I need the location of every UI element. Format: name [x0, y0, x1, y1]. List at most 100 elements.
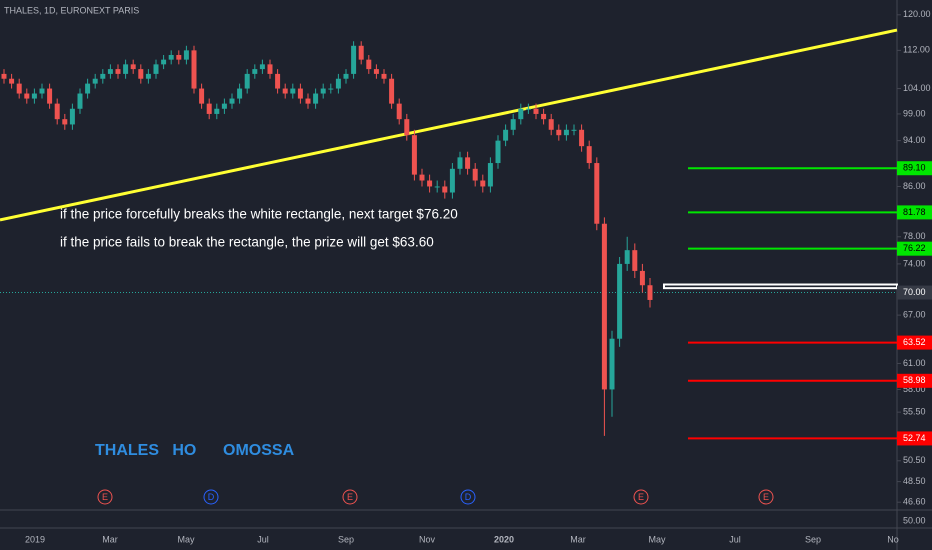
event-marker — [203, 489, 219, 505]
candle-body — [373, 69, 379, 74]
candle-body — [480, 180, 486, 187]
event-marker — [633, 489, 649, 505]
candle-body — [275, 73, 281, 89]
level-label: 81.78 — [903, 207, 926, 217]
candle-body — [69, 108, 75, 125]
candle-body — [176, 54, 182, 60]
candle-body — [123, 64, 129, 74]
candle-body — [518, 108, 524, 120]
candle-body — [54, 103, 60, 120]
candle-body — [138, 69, 144, 79]
candle-body — [77, 93, 83, 109]
y-tick-label: 50.50 — [903, 455, 926, 465]
event-marker — [460, 489, 476, 505]
level-label: 58.98 — [903, 375, 926, 385]
chart-title: THALES, 1D, EURONEXT PARIS — [4, 5, 139, 15]
candle-body — [206, 103, 212, 114]
candle-body — [541, 113, 547, 120]
candle-body — [510, 119, 516, 130]
candle-body — [92, 78, 98, 84]
x-tick-label: 2020 — [494, 534, 514, 544]
candle-body — [313, 93, 319, 104]
candle-body — [617, 263, 623, 339]
level-label: 52.74 — [903, 433, 926, 443]
y-tick-label: 48.50 — [903, 476, 926, 486]
y-tick-label: 120.00 — [903, 9, 931, 19]
candle-body — [579, 129, 585, 147]
y-tick-label: 104.00 — [903, 83, 931, 93]
level-label: 76.22 — [903, 243, 926, 253]
candle-body — [221, 103, 227, 109]
event-label: E — [763, 492, 769, 502]
candle-body — [411, 135, 417, 175]
event-marker — [97, 489, 113, 505]
candle-body — [503, 129, 509, 141]
candle-body — [609, 338, 615, 390]
candle-body — [130, 64, 136, 70]
x-tick-label: May — [648, 534, 666, 544]
event-label: E — [102, 492, 108, 502]
candle-body — [24, 93, 30, 99]
current-price-label: 70.00 — [903, 287, 926, 297]
candle-body — [404, 119, 410, 136]
candle-body — [601, 223, 607, 390]
x-tick-label: Mar — [570, 534, 586, 544]
candle-body — [366, 59, 372, 70]
level-badge — [897, 373, 932, 388]
y-tick-label: 112.00 — [903, 45, 930, 55]
candle-body — [244, 73, 250, 89]
event-label: D — [208, 492, 215, 502]
level-badge — [897, 241, 932, 256]
candle-body — [1, 73, 7, 79]
candle-body — [335, 78, 341, 89]
level-badge — [897, 205, 932, 220]
candle-body — [396, 103, 402, 120]
y-tick-label: 46.60 — [903, 497, 926, 507]
candle-body — [472, 168, 478, 181]
candle-body — [533, 108, 539, 114]
candle-body — [297, 88, 303, 99]
candle-body — [381, 73, 387, 79]
y-tick-label: 74.00 — [903, 258, 926, 268]
y-tick-label: 99.00 — [903, 108, 926, 118]
x-tick-label: Sep — [338, 534, 354, 544]
candle-body — [153, 64, 159, 74]
y-tick-label: 67.00 — [903, 309, 926, 319]
x-tick-label: Jul — [257, 534, 269, 544]
x-tick-label: Nov — [419, 534, 436, 544]
candle-body — [647, 285, 653, 300]
candle-body — [107, 69, 113, 74]
candle-body — [199, 88, 205, 104]
candle-body — [442, 186, 448, 193]
candle-body — [586, 146, 592, 164]
candle-body — [556, 129, 562, 136]
level-badge — [897, 335, 932, 350]
candle-body — [145, 73, 151, 79]
x-tick-label: No — [887, 534, 899, 544]
candle-body — [320, 88, 326, 94]
x-tick-label: May — [177, 534, 195, 544]
candle-body — [115, 69, 121, 74]
candle-body — [343, 73, 349, 79]
lower-pane-tick-label: 50.00 — [903, 515, 926, 525]
y-tick-label: 94.00 — [903, 135, 926, 145]
candle-body — [449, 168, 455, 193]
level-badge — [897, 431, 932, 446]
y-tick-label: 61.00 — [903, 358, 926, 368]
candle-body — [624, 250, 630, 264]
candle-body — [639, 270, 645, 286]
level-label: 63.52 — [903, 337, 926, 347]
candle-body — [16, 83, 22, 94]
candle-body — [305, 98, 311, 104]
x-tick-label: 2019 — [25, 534, 45, 544]
candle-body — [351, 45, 357, 74]
candle-body — [548, 119, 554, 130]
candle-body — [259, 64, 265, 70]
event-label: E — [638, 492, 644, 502]
candle-body — [427, 180, 433, 187]
candle-body — [237, 88, 243, 99]
candle-body — [632, 250, 638, 271]
candle-body — [571, 129, 577, 131]
candle-body — [9, 78, 15, 84]
